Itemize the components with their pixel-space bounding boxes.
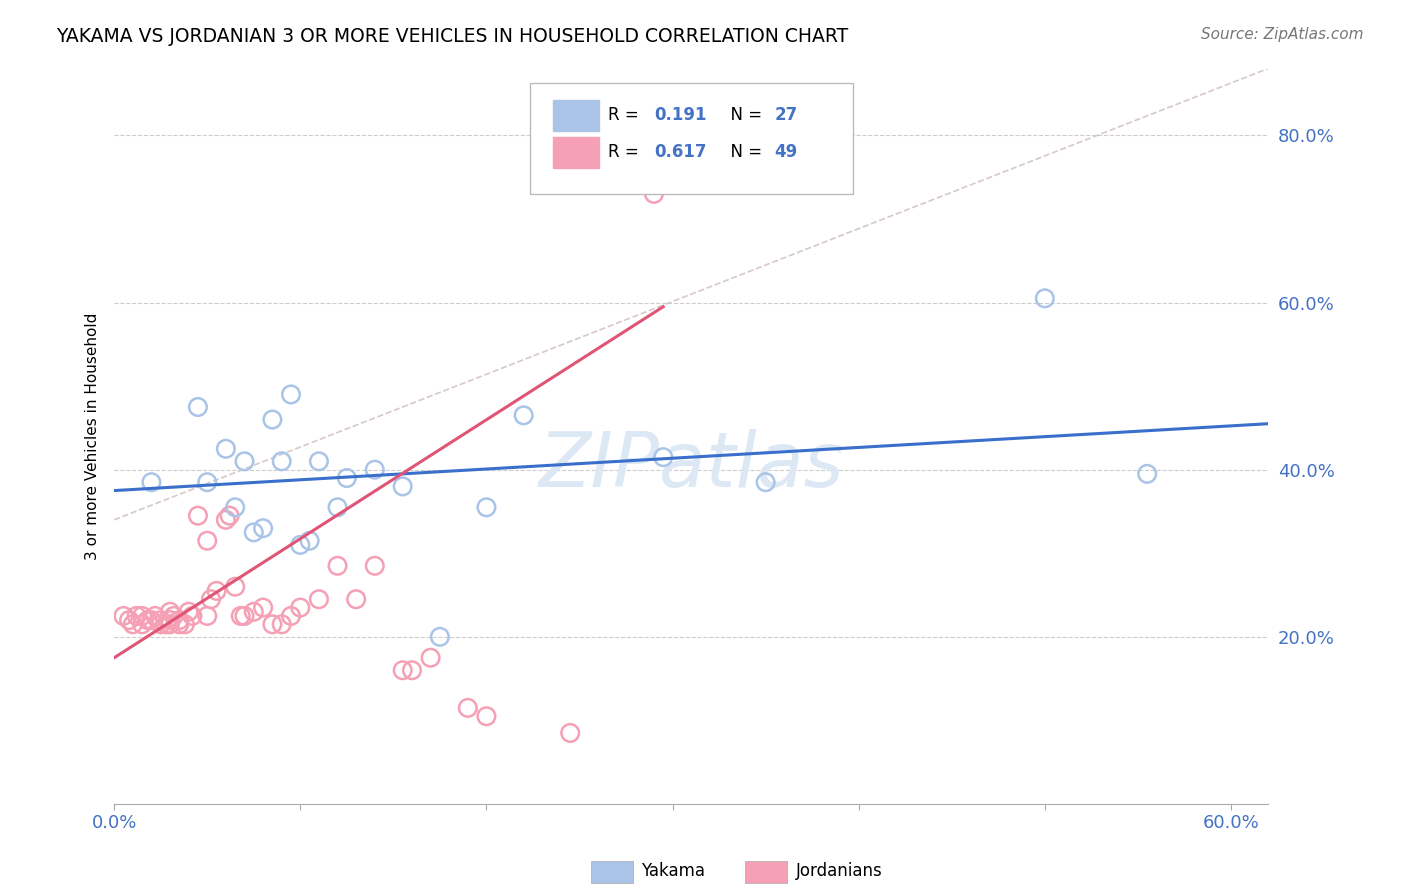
Point	[755, 475, 778, 490]
Point	[652, 450, 675, 464]
Point	[131, 609, 153, 624]
Point	[308, 592, 330, 607]
FancyBboxPatch shape	[553, 136, 599, 168]
Point	[205, 583, 228, 598]
Point	[169, 613, 191, 627]
Point	[229, 609, 252, 624]
Point	[308, 454, 330, 468]
Point	[290, 538, 312, 552]
Point	[141, 613, 163, 627]
Point	[131, 617, 153, 632]
Point	[270, 617, 292, 632]
Point	[163, 609, 186, 624]
Point	[149, 613, 172, 627]
Point	[280, 387, 302, 401]
Point	[242, 605, 264, 619]
Point	[141, 475, 163, 490]
Point	[270, 454, 292, 468]
Point	[159, 613, 181, 627]
Text: 0.617: 0.617	[654, 143, 707, 161]
Point	[121, 617, 143, 632]
Point	[218, 508, 240, 523]
Text: N =: N =	[720, 143, 768, 161]
Point	[181, 609, 204, 624]
Point	[429, 630, 451, 644]
FancyBboxPatch shape	[553, 100, 599, 131]
Text: 0.191: 0.191	[654, 106, 707, 124]
Text: 49: 49	[775, 143, 797, 161]
Point	[344, 592, 367, 607]
Point	[262, 412, 284, 426]
Point	[326, 500, 349, 515]
Point	[326, 558, 349, 573]
Point	[290, 600, 312, 615]
Point	[1033, 291, 1056, 305]
Point	[457, 701, 479, 715]
Point	[475, 500, 498, 515]
Point	[560, 726, 582, 740]
Point	[143, 609, 166, 624]
Point	[215, 513, 238, 527]
Point	[118, 613, 141, 627]
Text: ZIPatlas: ZIPatlas	[538, 429, 844, 503]
Point	[242, 525, 264, 540]
Point	[195, 609, 218, 624]
Point	[224, 500, 246, 515]
Point	[149, 617, 172, 632]
Point	[159, 605, 181, 619]
Point	[187, 508, 209, 523]
Text: Source: ZipAtlas.com: Source: ZipAtlas.com	[1201, 27, 1364, 42]
Point	[252, 600, 274, 615]
Point	[224, 580, 246, 594]
Point	[233, 609, 256, 624]
Point	[215, 442, 238, 456]
Point	[174, 617, 197, 632]
Point	[391, 663, 413, 677]
Point	[195, 475, 218, 490]
Point	[298, 533, 321, 548]
Text: R =: R =	[607, 143, 644, 161]
Point	[391, 479, 413, 493]
Point	[401, 663, 423, 677]
Text: Yakama: Yakama	[641, 863, 706, 880]
Point	[419, 650, 441, 665]
Point	[195, 533, 218, 548]
Text: YAKAMA VS JORDANIAN 3 OR MORE VEHICLES IN HOUSEHOLD CORRELATION CHART: YAKAMA VS JORDANIAN 3 OR MORE VEHICLES I…	[56, 27, 848, 45]
Point	[125, 609, 148, 624]
Point	[475, 709, 498, 723]
Point	[169, 617, 191, 632]
Point	[200, 592, 222, 607]
Point	[136, 613, 159, 627]
Point	[364, 558, 387, 573]
Point	[187, 400, 209, 414]
Point	[280, 609, 302, 624]
Point	[1136, 467, 1159, 481]
Text: N =: N =	[720, 106, 768, 124]
Point	[262, 617, 284, 632]
FancyBboxPatch shape	[530, 83, 852, 194]
Point	[177, 605, 200, 619]
Point	[233, 454, 256, 468]
Y-axis label: 3 or more Vehicles in Household: 3 or more Vehicles in Household	[86, 312, 100, 560]
Point	[336, 471, 359, 485]
Point	[643, 186, 665, 201]
Text: Jordanians: Jordanians	[796, 863, 883, 880]
Point	[252, 521, 274, 535]
Point	[155, 617, 177, 632]
Point	[159, 617, 181, 632]
Point	[364, 463, 387, 477]
Text: R =: R =	[607, 106, 644, 124]
Text: 27: 27	[775, 106, 797, 124]
Point	[512, 409, 534, 423]
Point	[112, 609, 135, 624]
